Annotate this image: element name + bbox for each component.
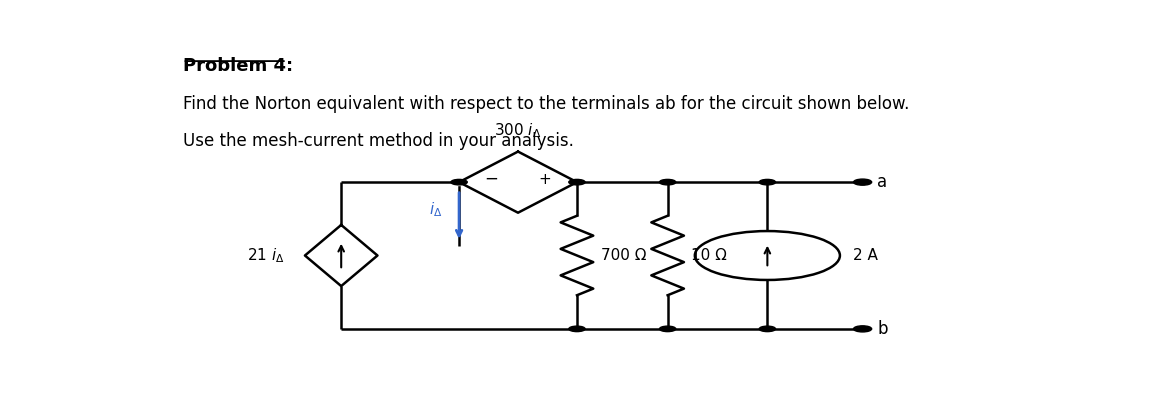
Circle shape: [569, 179, 585, 185]
Circle shape: [759, 326, 776, 331]
Text: b: b: [878, 320, 888, 338]
Text: 300 $i_\Delta$: 300 $i_\Delta$: [495, 121, 542, 140]
Circle shape: [853, 179, 872, 185]
Text: 2 A: 2 A: [853, 248, 878, 263]
Text: a: a: [878, 173, 887, 191]
Text: 700 Ω: 700 Ω: [600, 248, 646, 263]
Circle shape: [569, 326, 585, 331]
Circle shape: [660, 179, 676, 185]
Text: $i_\Delta$: $i_\Delta$: [429, 200, 442, 219]
Text: 10 Ω: 10 Ω: [691, 248, 727, 263]
Text: Use the mesh-current method in your analysis.: Use the mesh-current method in your anal…: [183, 132, 573, 150]
Text: Find the Norton equivalent with respect to the terminals ab for the circuit show: Find the Norton equivalent with respect …: [183, 95, 909, 113]
Circle shape: [759, 179, 776, 185]
Text: 21 $i_\Delta$: 21 $i_\Delta$: [247, 246, 285, 265]
Circle shape: [450, 179, 467, 185]
Circle shape: [853, 326, 872, 332]
Text: +: +: [539, 172, 551, 187]
Circle shape: [660, 326, 676, 331]
Text: −: −: [484, 170, 497, 188]
Text: Problem 4:: Problem 4:: [183, 57, 292, 75]
